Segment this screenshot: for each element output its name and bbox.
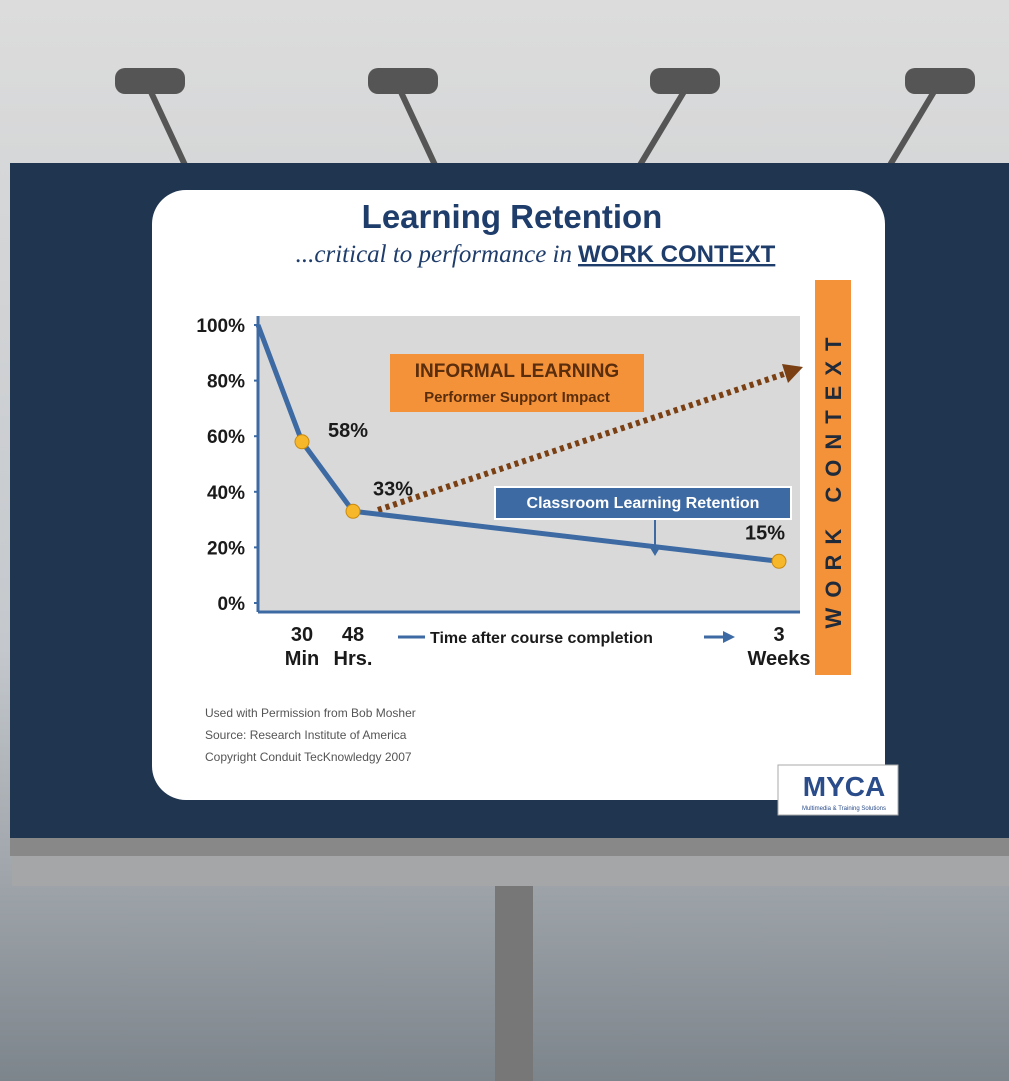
value-label: 15% [745,522,785,544]
x-tick-label: 3 Weeks [743,623,815,671]
informal-title: INFORMAL LEARNING [415,361,619,382]
pole [495,880,533,1081]
marker [346,504,360,518]
classroom-label: Classroom Learning Retention [527,495,760,512]
catwalk [12,856,1009,886]
footnote: Source: Research Institute of America [205,728,407,742]
x-label: Time after course completion [430,630,653,647]
logo-name: MYCA [803,771,885,802]
informal-sub: Performer Support Impact [424,389,610,406]
y-tick-label: 20% [207,538,245,559]
y-tick-label: 0% [218,594,246,615]
truss [10,836,1009,856]
subtitle-emphasis: WORK CONTEXT [578,241,776,268]
chart-title: Learning Retention [362,198,663,235]
footnote: Copyright Conduit TecKnowledgy 2007 [205,750,412,764]
page: Learning Retention ...critical to perfor… [0,0,1009,1081]
y-tick-label: 60% [207,427,245,448]
value-label: 58% [328,420,368,442]
billboard-scene: Learning Retention ...critical to perfor… [0,0,1009,1081]
x-tick-label: 48 Hrs. [323,623,383,671]
side-banner-text: WORK CONTEXT [821,328,846,629]
y-tick-label: 80% [207,372,245,393]
value-label: 33% [373,478,413,500]
marker [772,554,786,568]
y-tick-label: 40% [207,483,245,504]
subtitle: ...critical to performance in [296,241,572,268]
marker [295,435,309,449]
footnote: Used with Permission from Bob Mosher [205,706,416,720]
y-tick-label: 100% [196,316,245,337]
logo-tagline: Multimedia & Training Solutions [802,806,886,812]
